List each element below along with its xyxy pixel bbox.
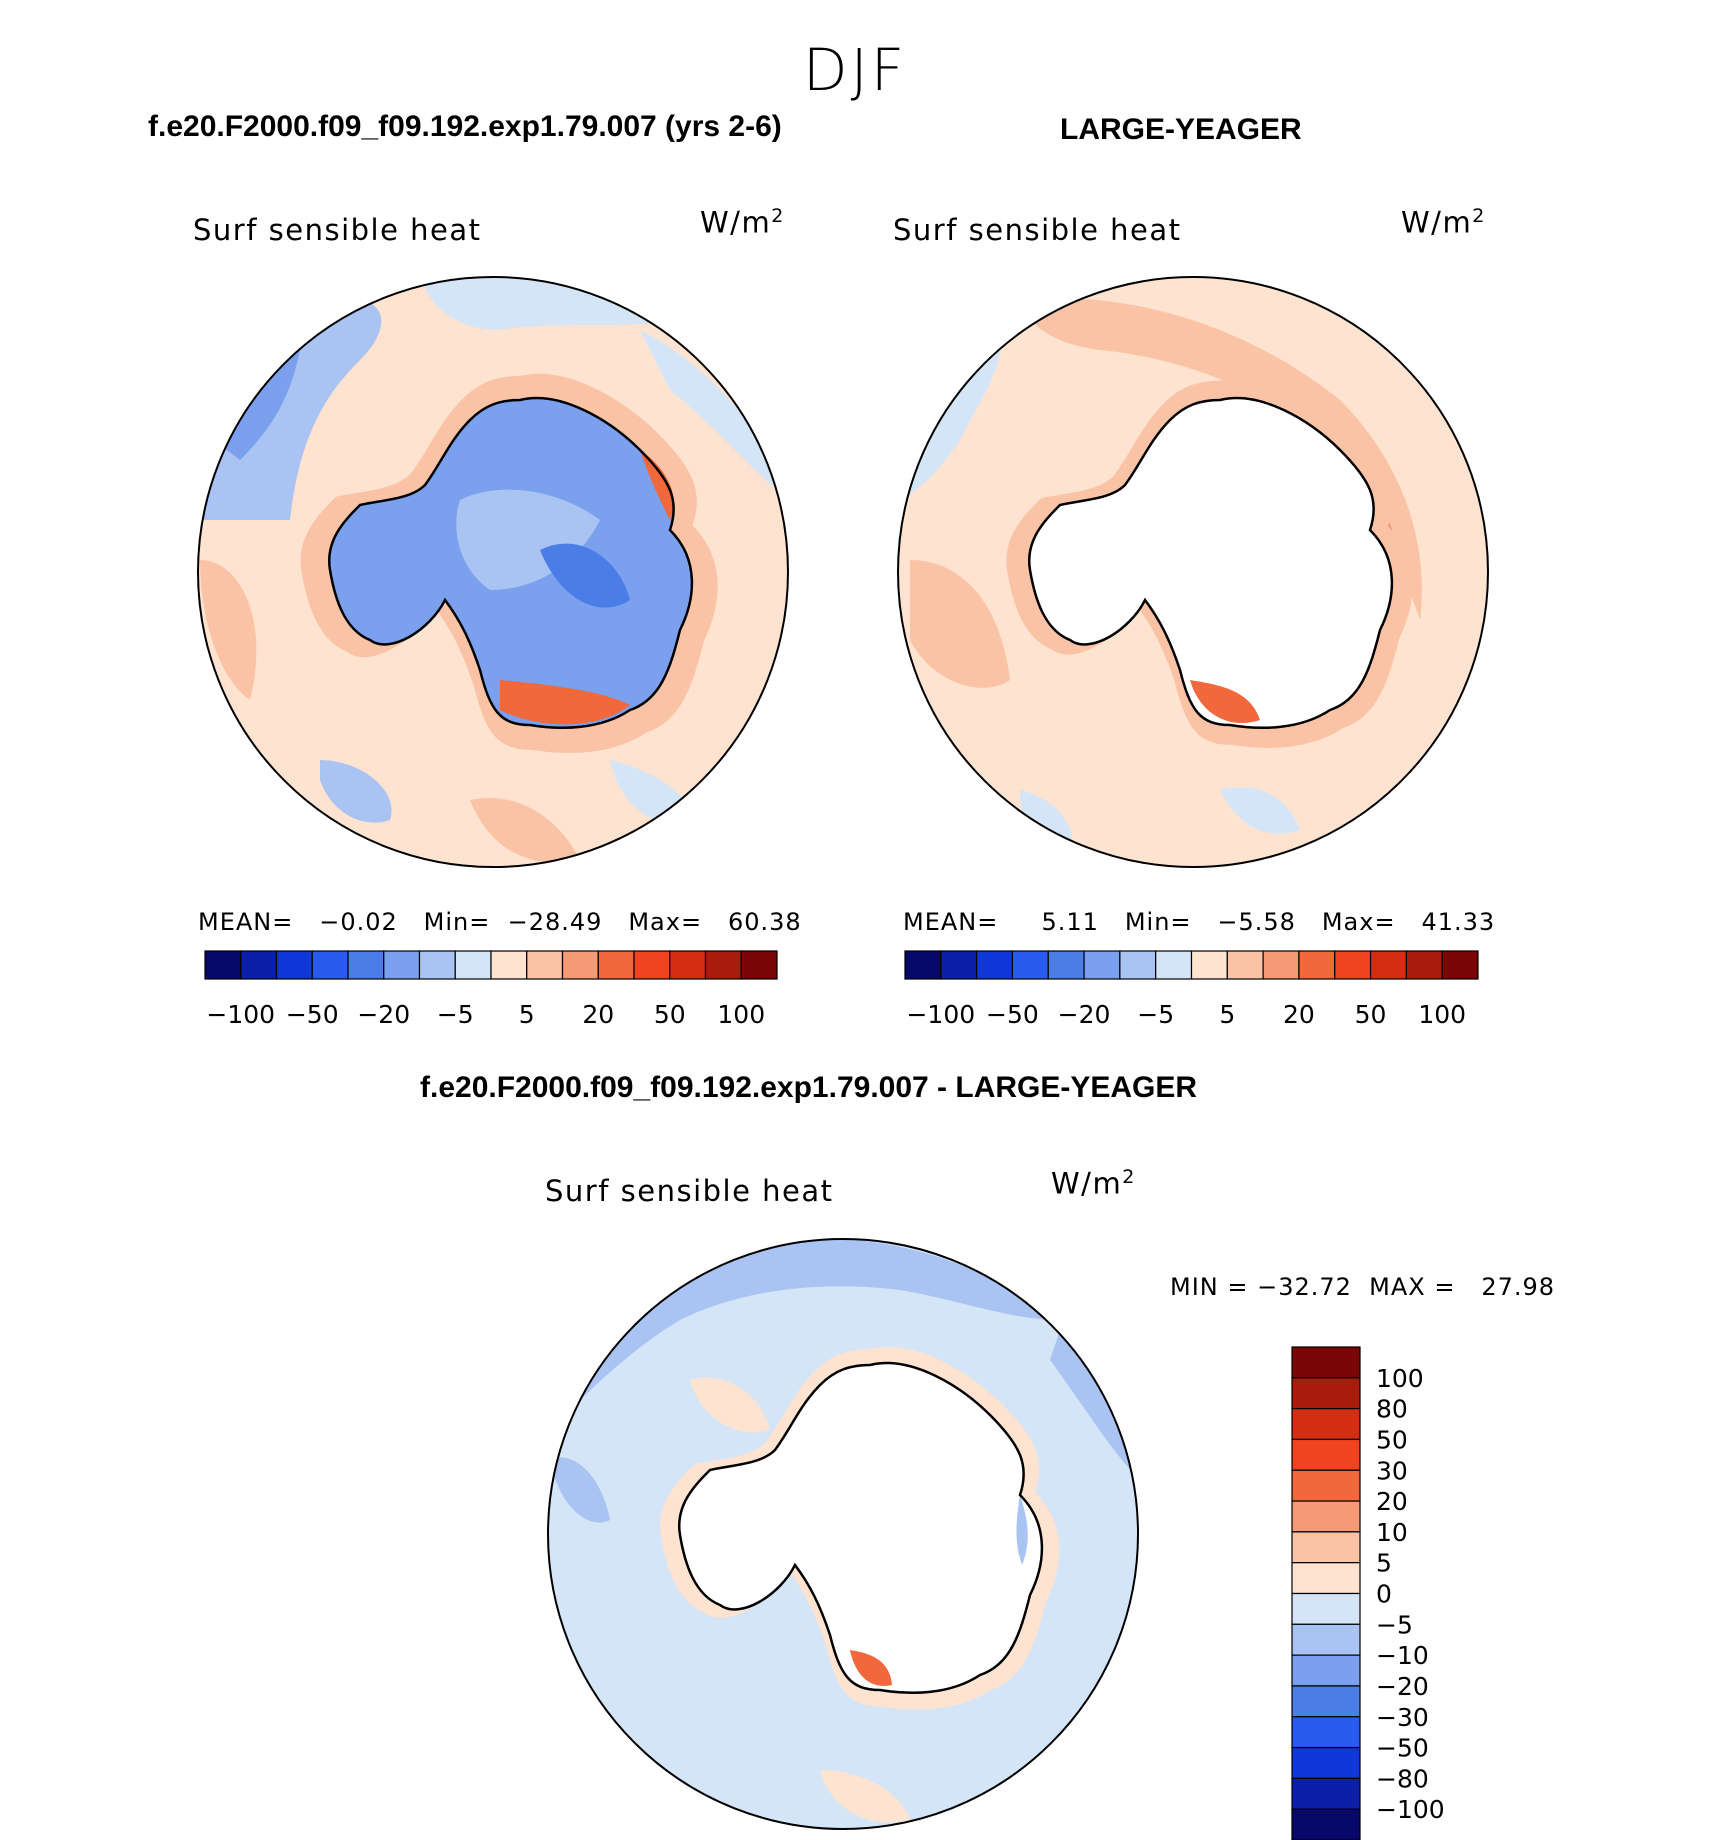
panel1-colorbar-swatch [526,950,564,980]
panel2-colorbar-swatch [904,950,942,980]
panel2-stats: MEAN= 5.11 Min= −5.58 Max= 41.33 [903,908,1496,936]
difference-colorbar-tick-label: 80 [1376,1395,1408,1424]
panel2-field-label: Surf sensible heat [893,213,1182,247]
panel1-units: W/m2 [700,205,785,240]
panel2-colorbar-swatch [1047,950,1085,980]
panel1-colorbar-tick-label: −5 [437,1000,474,1029]
difference-colorbar-tick-label: −5 [1376,1610,1413,1639]
difference-colorbar-swatch [1291,1623,1361,1656]
panel1-colorbar-tick-label: −50 [286,1000,339,1029]
panel1-colorbar-swatch [240,950,278,980]
panel2-colorbar-tick-label: −5 [1137,1000,1174,1029]
panel1-colorbar-swatch [597,950,635,980]
difference-colorbar-swatch [1291,1685,1361,1718]
panel1-colorbar-swatch [633,950,671,980]
panel3-stats: MIN = −32.72 MAX = 27.98 [1170,1273,1556,1301]
difference-colorbar-tick-label: 0 [1376,1580,1392,1609]
panel2-colorbar-swatch [1119,950,1157,980]
difference-colorbar-swatch [1291,1808,1361,1840]
difference-colorbar-swatch [1291,1346,1361,1379]
difference-title: f.e20.F2000.f09_f09.192.exp1.79.007 - LA… [420,1071,1198,1104]
panel3-map [547,1238,1139,1830]
difference-colorbar-tick-label: −100 [1376,1795,1445,1824]
panel3-field-label: Surf sensible heat [545,1174,834,1208]
panel1-colorbar-swatch [490,950,528,980]
panel2-colorbar-swatch [1226,950,1264,980]
panel3-units: W/m2 [1051,1166,1136,1201]
panel2-colorbar-swatch [1369,950,1407,980]
panel1-colorbar-swatch [454,950,492,980]
panel2-colorbar-swatch [1334,950,1372,980]
difference-colorbar-swatch [1291,1562,1361,1595]
panel1-title: f.e20.F2000.f09_f09.192.exp1.79.007 (yrs… [148,110,782,143]
difference-colorbar-swatch [1291,1746,1361,1779]
panel1-colorbar-tick-label: 5 [519,1000,535,1029]
panel2-colorbar-swatch [976,950,1014,980]
difference-colorbar-swatch [1291,1469,1361,1502]
difference-colorbar-swatch [1291,1592,1361,1625]
panel1-colorbar-swatch [311,950,349,980]
difference-colorbar-swatch [1291,1377,1361,1410]
panel2-colorbar-swatch [1405,950,1443,980]
panel1-colorbar-tick-label: −100 [206,1000,275,1029]
panel2-colorbar-tick-label: −100 [906,1000,975,1029]
panel1-colorbar-swatch [204,950,242,980]
difference-colorbar-tick-label: −30 [1376,1703,1429,1732]
panel2-units: W/m2 [1401,205,1486,240]
panel1-colorbar-tick-label: 20 [582,1000,614,1029]
difference-colorbar-tick-label: 50 [1376,1425,1408,1454]
panel2-colorbar-tick-label: −20 [1058,1000,1111,1029]
panel1-colorbar-swatch [704,950,742,980]
difference-colorbar-tick-label: −50 [1376,1734,1429,1763]
panel1-field-label: Surf sensible heat [193,213,482,247]
panel2-colorbar-tick-label: 100 [1418,1000,1466,1029]
panel1-colorbar-swatch [383,950,421,980]
panel2-colorbar-swatch [1155,950,1193,980]
panel2-colorbar-swatch [1441,950,1479,980]
difference-colorbar-swatch [1291,1500,1361,1533]
difference-colorbar-swatch [1291,1438,1361,1471]
difference-colorbar-tick-label: −80 [1376,1764,1429,1793]
panel2-colorbar-swatch [1190,950,1228,980]
difference-colorbar-tick-label: 5 [1376,1549,1392,1578]
panel1-colorbar-swatch [669,950,707,980]
panel1-colorbar-tick-label: 100 [717,1000,765,1029]
panel2-colorbar-tick-label: −50 [986,1000,1039,1029]
panel2-title: LARGE-YEAGER [1060,113,1302,146]
panel1-colorbar-swatch [275,950,313,980]
difference-colorbar-swatch [1291,1654,1361,1687]
panel1-colorbar: −100 −50 −20 −5 5 20 50 100 [204,950,778,1029]
panel2-colorbar-swatch [1262,950,1300,980]
panel2-map [897,276,1489,868]
panel1-colorbar-swatch [561,950,599,980]
difference-colorbar-tick-label: 20 [1376,1487,1408,1516]
difference-colorbar-tick-label: −20 [1376,1672,1429,1701]
panel1-colorbar-swatch [347,950,385,980]
difference-colorbar-swatch [1291,1408,1361,1441]
panel2-colorbar-tick-label: 20 [1283,1000,1315,1029]
difference-colorbar-swatch [1291,1777,1361,1810]
difference-colorbar-tick-label: 30 [1376,1456,1408,1485]
difference-colorbar-swatch [1291,1531,1361,1564]
panel2-colorbar-tick-label: 5 [1219,1000,1235,1029]
panel1-colorbar-tick-label: 50 [654,1000,686,1029]
panel2-colorbar-swatch [940,950,978,980]
panel1-colorbar-swatch [418,950,456,980]
panel1-colorbar-tick-label: −20 [357,1000,410,1029]
panel2-colorbar-swatch [1298,950,1336,980]
difference-colorbar-tick-label: 10 [1376,1518,1408,1547]
difference-colorbar-swatch [1291,1716,1361,1749]
difference-colorbar-tick-label: −10 [1376,1641,1429,1670]
panel2-colorbar-swatch [1083,950,1121,980]
panel2-colorbar-swatch [1011,950,1049,980]
difference-colorbar-tick-label: 100 [1376,1364,1424,1393]
panel1-colorbar-swatch [740,950,778,980]
panel1-map [197,276,789,868]
panel2-colorbar: −100 −50 −20 −5 5 20 50 100 [904,950,1479,1029]
season-title: DJF [802,36,908,104]
panel1-stats: MEAN= −0.02 Min= −28.49 Max= 60.38 [198,908,802,936]
panel2-colorbar-tick-label: 50 [1355,1000,1387,1029]
